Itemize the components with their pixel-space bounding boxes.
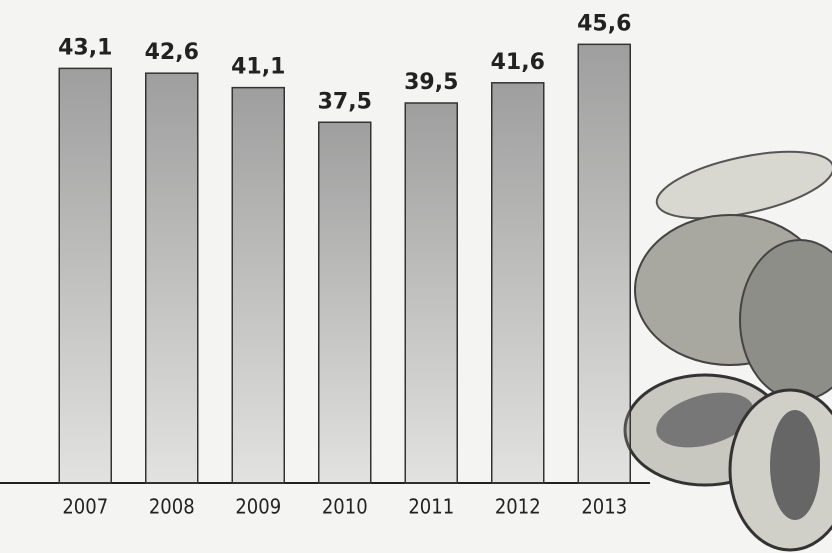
value-label: 39,5 [404, 70, 458, 95]
x-tick-label: 2010 [322, 495, 368, 519]
x-tick-label: 2007 [62, 495, 108, 519]
x-tick-label: 2012 [495, 495, 541, 519]
x-tick-label: 2013 [581, 495, 627, 519]
value-label: 41,1 [231, 55, 285, 80]
bar [145, 72, 199, 484]
bar [231, 86, 285, 484]
bar [318, 121, 372, 484]
value-label: 43,1 [58, 35, 112, 60]
value-label: 41,6 [491, 50, 545, 75]
value-label: 45,6 [577, 11, 631, 36]
bar [491, 82, 545, 484]
bar [577, 43, 631, 484]
value-label: 42,6 [145, 40, 199, 65]
x-tick-label: 2011 [408, 495, 454, 519]
value-label: 37,5 [318, 89, 372, 114]
x-tick-label: 2009 [235, 495, 281, 519]
bar [58, 67, 112, 484]
x-tick-label: 2008 [149, 495, 195, 519]
bar [404, 102, 458, 484]
